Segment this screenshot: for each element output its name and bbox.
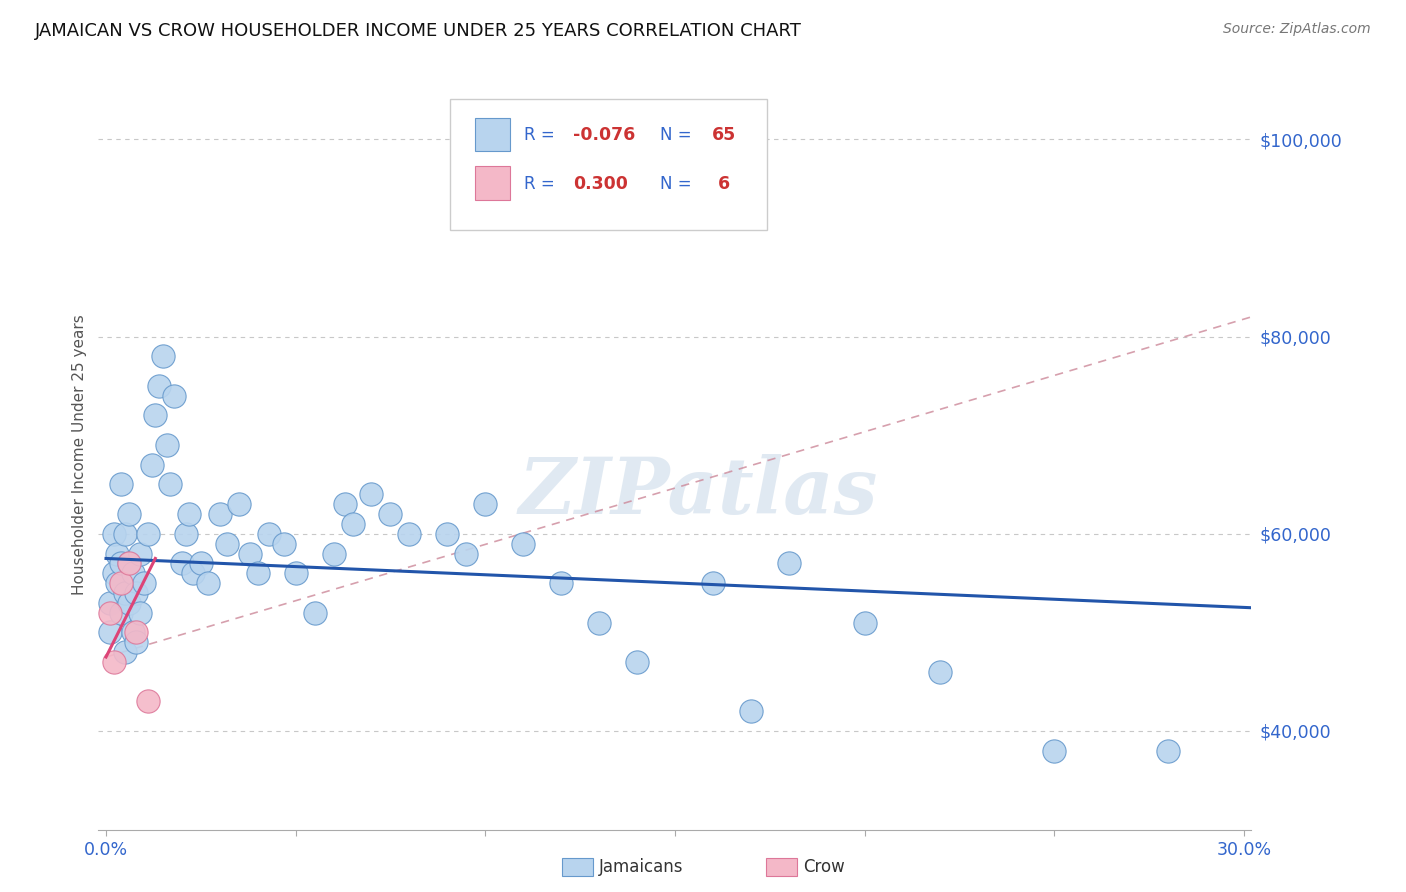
Point	[853, 615, 876, 630]
Point	[929, 665, 952, 679]
Point	[118, 507, 141, 521]
Point	[129, 547, 152, 561]
Text: -0.076: -0.076	[574, 126, 636, 144]
Point	[239, 547, 262, 561]
Point	[170, 557, 193, 571]
Text: R =: R =	[524, 175, 560, 193]
Point	[103, 566, 125, 581]
Point	[136, 694, 159, 708]
Point	[125, 625, 148, 640]
Point	[143, 409, 166, 423]
Y-axis label: Householder Income Under 25 years: Householder Income Under 25 years	[72, 315, 87, 595]
Point	[114, 645, 136, 659]
Text: N =: N =	[659, 175, 697, 193]
FancyBboxPatch shape	[475, 118, 510, 152]
Point	[380, 507, 402, 521]
Text: ZIPatlas: ZIPatlas	[519, 454, 877, 531]
Point	[105, 576, 128, 591]
Point	[152, 349, 174, 363]
Point	[125, 635, 148, 649]
Point	[114, 526, 136, 541]
Point	[136, 526, 159, 541]
Point	[156, 438, 179, 452]
Point	[129, 606, 152, 620]
Point	[148, 379, 170, 393]
Text: N =: N =	[659, 126, 697, 144]
Point	[103, 655, 125, 669]
Point	[740, 704, 762, 718]
Point	[110, 576, 132, 591]
FancyBboxPatch shape	[475, 167, 510, 200]
Point	[550, 576, 572, 591]
Point	[284, 566, 307, 581]
Point	[1043, 744, 1066, 758]
Point	[436, 526, 458, 541]
Point	[118, 596, 141, 610]
Point	[1157, 744, 1180, 758]
Point	[174, 526, 197, 541]
Point	[228, 497, 250, 511]
Text: Source: ZipAtlas.com: Source: ZipAtlas.com	[1223, 22, 1371, 37]
Point	[208, 507, 231, 521]
Point	[125, 586, 148, 600]
Point	[110, 606, 132, 620]
Point	[98, 596, 121, 610]
Point	[105, 547, 128, 561]
Point	[474, 497, 496, 511]
Point	[118, 557, 141, 571]
Point	[333, 497, 356, 511]
Point	[132, 576, 155, 591]
Point	[159, 477, 181, 491]
Point	[103, 526, 125, 541]
Point	[217, 536, 239, 550]
Point	[121, 566, 143, 581]
Point	[141, 458, 163, 472]
Point	[110, 477, 132, 491]
Point	[588, 615, 610, 630]
Point	[257, 526, 280, 541]
Point	[163, 389, 186, 403]
Point	[304, 606, 326, 620]
Point	[121, 625, 143, 640]
Point	[322, 547, 344, 561]
Point	[197, 576, 219, 591]
Point	[110, 557, 132, 571]
Point	[702, 576, 724, 591]
Text: 6: 6	[711, 175, 730, 193]
Point	[273, 536, 295, 550]
Point	[512, 536, 534, 550]
Point	[342, 516, 364, 531]
Point	[114, 586, 136, 600]
Text: Jamaicans: Jamaicans	[599, 858, 683, 876]
Point	[98, 625, 121, 640]
Point	[181, 566, 204, 581]
FancyBboxPatch shape	[450, 99, 768, 230]
Point	[778, 557, 800, 571]
Point	[398, 526, 420, 541]
Text: R =: R =	[524, 126, 560, 144]
Text: Crow: Crow	[803, 858, 845, 876]
Point	[626, 655, 648, 669]
Point	[179, 507, 201, 521]
Text: 0.300: 0.300	[574, 175, 628, 193]
Point	[246, 566, 269, 581]
Point	[456, 547, 478, 561]
Point	[190, 557, 212, 571]
Point	[360, 487, 382, 501]
Point	[98, 606, 121, 620]
Text: 65: 65	[711, 126, 735, 144]
Point	[118, 557, 141, 571]
Text: JAMAICAN VS CROW HOUSEHOLDER INCOME UNDER 25 YEARS CORRELATION CHART: JAMAICAN VS CROW HOUSEHOLDER INCOME UNDE…	[35, 22, 801, 40]
